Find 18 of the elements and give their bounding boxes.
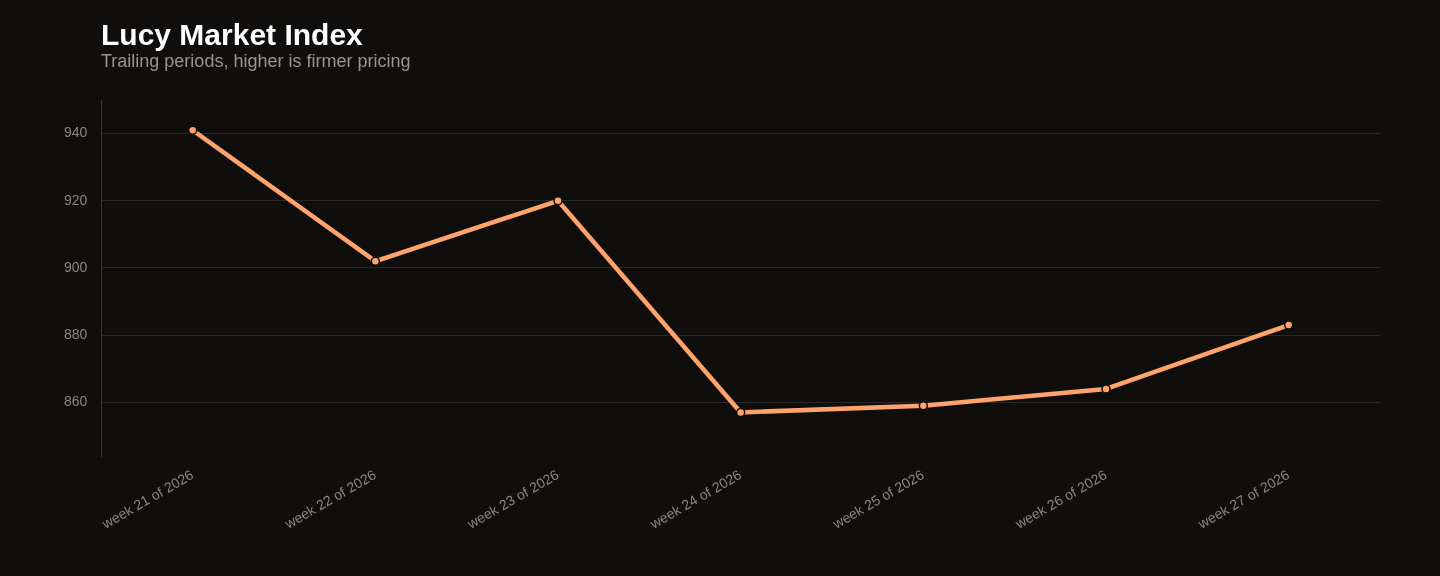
point	[370, 256, 381, 266]
x-tick-label: week 21 of 2026	[98, 466, 197, 533]
y-tick-label: 880	[64, 326, 88, 343]
x-tick-label: week 22 of 2026	[281, 466, 379, 533]
point	[735, 407, 746, 418]
chart-title: Lucy Market Index	[101, 18, 363, 52]
point	[553, 196, 563, 206]
x-tick-label: week 25 of 2026	[829, 466, 927, 533]
y-tick-label: 920	[64, 191, 88, 208]
point	[1101, 384, 1111, 394]
y-tick-label: 860	[64, 393, 88, 410]
chart-subtitle: Trailing periods, higher is firmer pricing	[101, 51, 411, 72]
x-tick-label: week 24 of 2026	[646, 466, 745, 533]
x-tick-label: week 26 of 2026	[1011, 466, 1110, 533]
x-tick-label: week 27 of 2026	[1194, 466, 1293, 533]
x-tick-label: week 23 of 2026	[463, 466, 562, 533]
y-tick-label: 940	[64, 124, 88, 141]
y-tick-label: 900	[64, 258, 88, 275]
